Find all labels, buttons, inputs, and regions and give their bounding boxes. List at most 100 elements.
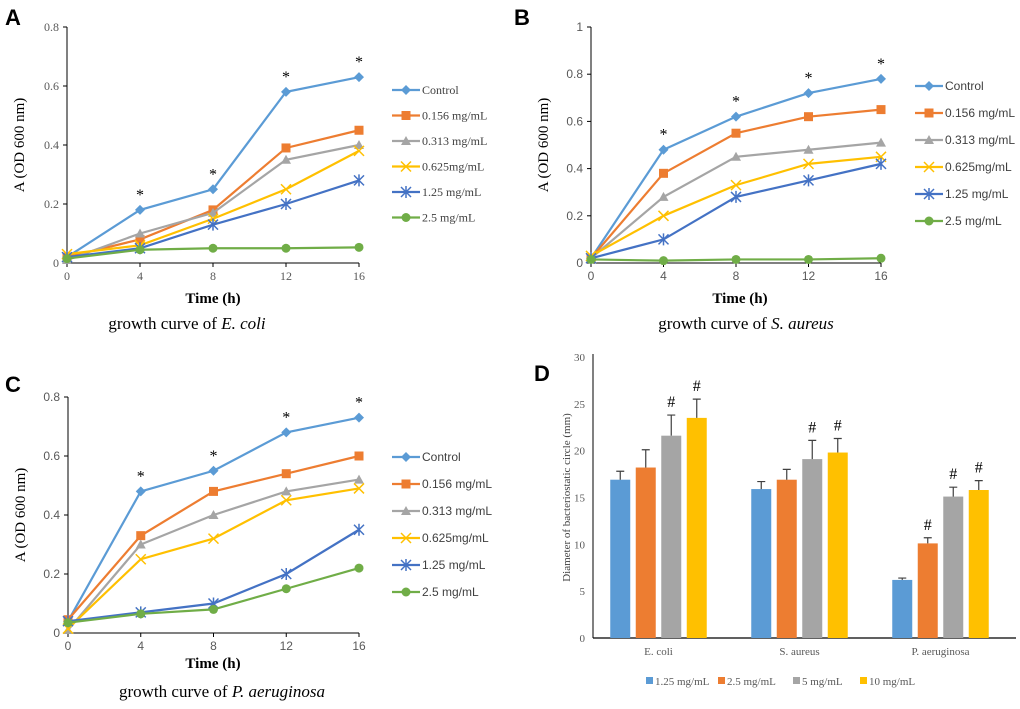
- triangle-marker: [281, 486, 292, 496]
- significance-asterisk: *: [282, 409, 290, 426]
- circle-marker: [924, 216, 934, 226]
- significance-asterisk: *: [355, 54, 363, 71]
- square-marker: [731, 128, 741, 138]
- caption-organism: E. coli: [220, 314, 266, 333]
- panel-label: D: [534, 361, 550, 386]
- triangle-marker: [208, 510, 219, 519]
- panel-a: A 0 0.2 0.4 0.6 0.8 0 4 8 12 16 Time (h) A (OD 600 n…: [5, 5, 487, 333]
- y-tick-label: 25: [574, 399, 586, 411]
- legend-label: 0.156 mg/mL: [422, 109, 487, 123]
- circle-marker: [136, 609, 146, 619]
- square-marker: [804, 112, 813, 122]
- y-tick-label: 0.8: [43, 390, 60, 404]
- legend-label: 1.25 mg/mL: [422, 558, 486, 572]
- significance-asterisk: *: [732, 94, 740, 111]
- significance-hash: #: [924, 517, 932, 534]
- square-marker: [354, 125, 364, 135]
- circle-marker: [659, 256, 668, 266]
- y-axis-label: A (OD 600 nm): [13, 468, 29, 563]
- bar: [776, 479, 797, 638]
- legend-swatch: [793, 677, 800, 684]
- star-marker: [353, 174, 365, 187]
- circle-marker: [208, 243, 218, 253]
- significance-hash: #: [975, 460, 983, 477]
- star-marker: [923, 188, 935, 200]
- x-tick-label: 4: [137, 639, 144, 653]
- diamond-marker: [803, 88, 814, 99]
- legend-label: 0.156 mg/mL: [945, 106, 1015, 120]
- legend-label: Control: [422, 450, 461, 464]
- y-tick-label: 1: [576, 20, 583, 34]
- diamond-marker: [658, 144, 669, 155]
- square-marker: [401, 479, 411, 489]
- triangle-marker: [135, 539, 146, 549]
- significance-asterisk: *: [136, 187, 144, 204]
- star-marker: [802, 174, 815, 187]
- legend-swatch: [718, 677, 725, 684]
- legend-label: 2.5 mg/mL: [727, 676, 776, 688]
- y-tick-label: 10: [574, 539, 586, 551]
- x-marker: [207, 533, 220, 545]
- series-line: [66, 143, 360, 262]
- y-tick-label: 0: [580, 633, 586, 645]
- diamond-marker: [876, 73, 886, 84]
- y-axis-label: A (OD 600 nm): [12, 98, 28, 193]
- y-tick-label: 0.8: [44, 20, 59, 34]
- triangle-marker: [803, 144, 814, 154]
- square-marker: [209, 486, 218, 496]
- circle-marker: [401, 213, 411, 222]
- y-tick-label: 0.2: [43, 567, 60, 581]
- series-4: 1.25 mg/mL: [585, 157, 1009, 265]
- diamond-marker: [208, 184, 218, 195]
- significance-asterisk: *: [210, 448, 218, 465]
- square-marker: [876, 105, 886, 115]
- square-marker: [401, 111, 411, 120]
- star-marker: [207, 218, 219, 231]
- x-tick-label: 0: [588, 269, 595, 283]
- triangle-marker: [876, 137, 886, 147]
- x-axis-label: Time (h): [712, 291, 767, 307]
- x-marker: [400, 160, 412, 173]
- diamond-marker: [354, 412, 364, 423]
- bar: [610, 479, 631, 638]
- square-marker: [135, 234, 145, 244]
- diamond-marker: [401, 452, 411, 462]
- star-marker: [353, 523, 365, 536]
- circle-marker: [63, 618, 73, 628]
- significance-hash: #: [808, 419, 816, 436]
- panel-label: A: [5, 5, 21, 30]
- y-tick-label: 0.8: [566, 67, 583, 81]
- circle-marker: [401, 587, 411, 597]
- triangle-marker: [401, 506, 411, 515]
- series-0: Control: [586, 73, 984, 264]
- significance-asterisk: *: [877, 56, 885, 73]
- triangle-marker: [658, 191, 669, 201]
- triangle-marker: [135, 228, 145, 238]
- y-tick-label: 0.2: [566, 209, 583, 223]
- triangle-marker: [281, 154, 291, 164]
- triangle-marker: [401, 136, 411, 145]
- circle-marker: [62, 254, 72, 264]
- triangle-marker: [731, 151, 741, 161]
- x-tick-label: 8: [733, 269, 740, 283]
- x-marker: [353, 482, 365, 494]
- x-tick-label: 8: [210, 639, 217, 653]
- triangle-marker: [354, 140, 364, 149]
- diamond-marker: [281, 86, 291, 97]
- significance-hash: #: [667, 394, 675, 411]
- error-bar: [974, 480, 983, 491]
- panel-d: D 0 5 10 15 20 25 30 Diameter of bacteriostatic …: [534, 352, 1016, 688]
- significance-hash: #: [834, 417, 842, 434]
- y-axis-label: A (OD 600 nm): [536, 98, 552, 193]
- star-marker: [280, 568, 292, 580]
- diamond-marker: [135, 204, 145, 215]
- x-tick-label: 4: [660, 269, 667, 283]
- panel-c: C 0 0.2 0.4 0.6 0.8 0 4 8 12 16 Time (h) A (OD 600 n…: [5, 372, 492, 701]
- square-marker: [281, 143, 291, 153]
- series-3: 0.625mg/mL: [585, 151, 1012, 262]
- chart-caption: growth curve of E. coli: [108, 314, 265, 333]
- x-tick-label: 16: [874, 269, 888, 283]
- triangle-marker: [924, 135, 934, 144]
- error-bar: [898, 577, 907, 580]
- series-5: 2.5 mg/mL: [586, 214, 1002, 266]
